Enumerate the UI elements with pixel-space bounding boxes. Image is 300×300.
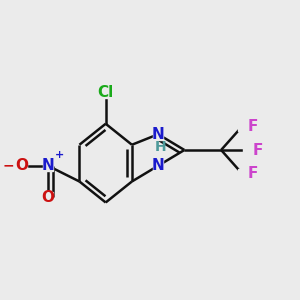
Bar (238, 169, 246, 178)
Bar (43, 160, 53, 171)
Bar (17, 160, 27, 171)
Text: N: N (152, 127, 164, 142)
Text: F: F (253, 142, 263, 158)
Text: N: N (152, 158, 164, 173)
Text: F: F (248, 166, 258, 181)
Text: O: O (41, 190, 54, 205)
Text: O: O (15, 158, 28, 173)
Text: +: + (55, 150, 64, 160)
Text: N: N (42, 158, 54, 173)
Text: −: − (3, 159, 14, 173)
Text: F: F (248, 119, 258, 134)
Text: H: H (155, 140, 166, 154)
Bar (153, 129, 163, 140)
Bar (43, 192, 53, 202)
Bar (153, 160, 163, 171)
Text: Cl: Cl (98, 85, 114, 100)
Bar (243, 145, 251, 155)
Bar (99, 87, 112, 98)
Bar (238, 122, 246, 131)
